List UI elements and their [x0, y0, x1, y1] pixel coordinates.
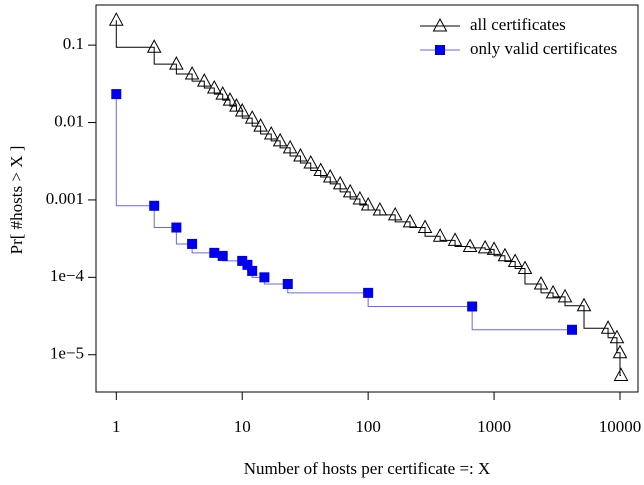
- step-line: [115, 20, 622, 376]
- triangle-marker: [206, 79, 222, 94]
- square-marker: [467, 301, 478, 312]
- square-marker: [259, 272, 270, 283]
- y-axis-label: Pr[ #hosts > X ]: [7, 146, 26, 255]
- triangle-marker: [332, 175, 348, 190]
- triangle-marker: [222, 92, 238, 106]
- y-tick-label: 1e−4: [50, 266, 85, 285]
- triangle-marker: [322, 168, 338, 183]
- triangle-marker: [352, 190, 368, 205]
- triangle-marker: [282, 139, 298, 154]
- square-marker: [567, 324, 578, 335]
- triangle-marker: [497, 247, 513, 262]
- triangle-marker: [263, 125, 279, 140]
- triangle-marker: [313, 162, 329, 177]
- square-marker: [282, 279, 293, 290]
- triangle-marker: [196, 73, 212, 87]
- x-tick-label: 1000: [477, 417, 511, 436]
- triangle-marker: [507, 253, 523, 268]
- triangle-marker: [244, 110, 260, 124]
- x-tick-label: 10000: [599, 417, 642, 436]
- triangle-marker: [477, 239, 493, 254]
- triangle-marker: [229, 98, 244, 112]
- triangle-marker: [533, 275, 549, 290]
- x-tick-label: 1: [112, 417, 121, 436]
- square-marker: [187, 238, 198, 249]
- triangle-marker: [462, 238, 478, 253]
- legend-label: only valid certificates: [470, 39, 617, 58]
- triangle-marker: [253, 118, 268, 132]
- triangle-marker: [576, 297, 592, 312]
- triangle-marker: [486, 241, 502, 255]
- square-marker: [111, 89, 122, 100]
- legend-marker: [432, 17, 448, 32]
- square-marker: [171, 222, 182, 233]
- square-marker: [247, 265, 258, 276]
- y-tick-label: 0.01: [54, 111, 84, 130]
- y-tick-label: 0.001: [46, 189, 84, 208]
- triangle-marker: [184, 66, 200, 80]
- triangle-marker: [600, 320, 616, 334]
- x-tick-label: 10: [234, 417, 251, 436]
- triangle-marker: [447, 232, 463, 246]
- step-line: [115, 94, 573, 331]
- legend-label: all certificates: [470, 15, 566, 34]
- x-axis-label: Number of hosts per certificate =: X: [244, 459, 491, 478]
- triangle-marker: [372, 202, 388, 216]
- square-marker: [217, 250, 228, 261]
- triangle-marker: [417, 219, 433, 234]
- triangle-marker: [146, 39, 162, 53]
- square-marker: [363, 287, 374, 298]
- triangle-marker: [402, 213, 418, 228]
- triangle-marker: [387, 206, 403, 221]
- triangle-marker: [609, 329, 625, 344]
- triangle-marker: [169, 56, 184, 70]
- legend-marker: [435, 45, 445, 55]
- triangle-marker: [613, 367, 629, 381]
- y-tick-label: 1e−5: [50, 344, 84, 363]
- triangle-marker: [293, 147, 308, 162]
- x-tick-label: 100: [355, 417, 381, 436]
- triangle-marker: [342, 183, 358, 198]
- triangle-marker: [612, 344, 628, 359]
- y-tick-label: 0.1: [63, 34, 84, 53]
- triangle-marker: [360, 196, 376, 211]
- triangle-marker: [234, 102, 250, 117]
- triangle-marker: [303, 154, 319, 169]
- plot-frame: [95, 4, 639, 393]
- triangle-marker: [215, 86, 231, 100]
- triangle-marker: [557, 288, 573, 303]
- triangle-marker: [108, 12, 124, 26]
- triangle-marker: [517, 260, 533, 275]
- square-marker: [149, 200, 160, 211]
- triangle-marker: [272, 132, 288, 147]
- square-marker: [209, 247, 220, 258]
- triangle-marker: [545, 284, 561, 299]
- triangle-marker: [432, 228, 448, 242]
